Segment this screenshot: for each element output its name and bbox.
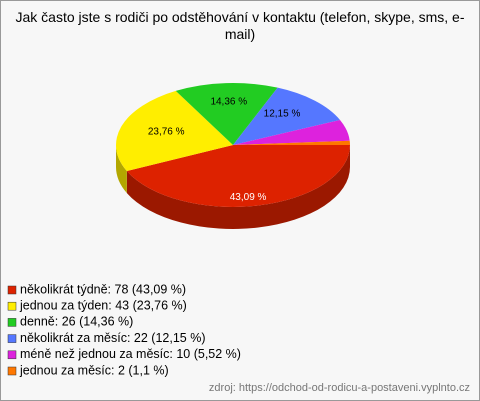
legend-swatch <box>7 301 17 311</box>
legend-swatch <box>7 318 17 327</box>
data-label: 23,76 % <box>148 126 185 137</box>
data-label: 43,09 % <box>230 192 267 203</box>
legend-swatch <box>7 334 17 343</box>
legend-label: několikrát za měsíc: 22 (12,15 %) <box>20 331 206 345</box>
legend-label: denně: 26 (14,36 %) <box>20 315 133 329</box>
source: zdroj: https://odchod-od-rodicu-a-postav… <box>209 382 470 394</box>
slice <box>233 140 350 145</box>
legend-swatch <box>7 366 17 376</box>
slice <box>233 119 350 145</box>
slice-side <box>116 145 127 194</box>
legend-label: méně než jednou za měsíc: 10 (5,52 %) <box>20 347 241 361</box>
legend-swatch <box>7 285 17 295</box>
legend-label: jednou za týden: 43 (23,76 %) <box>19 298 187 312</box>
legend-swatch <box>7 350 17 360</box>
slice <box>175 83 278 145</box>
data-label: 14,36 % <box>210 96 247 107</box>
slice <box>115 90 233 172</box>
slice <box>126 145 350 208</box>
slice <box>233 87 341 145</box>
data-label: 12,15 % <box>264 109 301 120</box>
legend-label: jednou za měsíc: 2 (1,1 %) <box>19 363 169 377</box>
legend-label: několikrát týdně: 78 (43,09 %) <box>20 282 186 296</box>
slice-side <box>126 145 350 230</box>
chart-title: Jak často jste s rodiči po odstěhování v… <box>16 9 465 42</box>
